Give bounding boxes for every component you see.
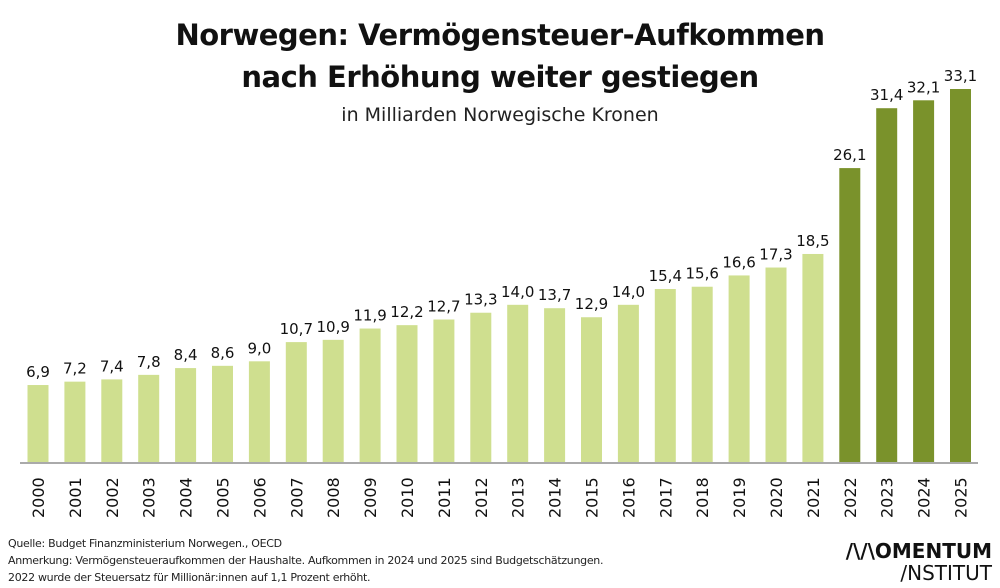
bar-2011	[433, 319, 455, 463]
tick-label-2009: 2009	[361, 477, 380, 518]
tick-label-2007: 2007	[287, 477, 306, 518]
bar-2008	[322, 339, 344, 463]
bar-2010	[396, 325, 418, 463]
data-label-2018: 15,6	[685, 265, 718, 283]
bar-2005	[212, 365, 233, 463]
tick-label-2005: 2005	[214, 477, 233, 518]
data-label-2017: 15,4	[649, 267, 682, 285]
tick-label-2002: 2002	[103, 477, 122, 518]
data-label-2019: 16,6	[722, 253, 755, 271]
data-label-2022: 26,1	[833, 146, 866, 164]
bar-2025	[950, 89, 971, 463]
tick-label-2008: 2008	[324, 477, 343, 518]
chart-title-line2: nach Erhöhung weiter gestiegen	[241, 60, 759, 94]
tick-label-2024: 2024	[915, 477, 934, 518]
data-label-2008: 10,9	[316, 318, 349, 336]
bar-2001	[64, 381, 86, 463]
tick-label-2023: 2023	[878, 477, 897, 518]
tick-label-2000: 2000	[29, 477, 48, 518]
tick-label-2017: 2017	[656, 477, 675, 518]
bar-2024	[913, 100, 935, 463]
bar-2021	[802, 253, 824, 463]
data-label-2007: 10,7	[280, 320, 313, 338]
remark-note-2: 2022 wurde der Steuersatz für Millionär:…	[8, 571, 371, 584]
bar-2017	[654, 288, 676, 463]
data-label-2011: 12,7	[427, 298, 460, 316]
tick-label-2013: 2013	[509, 477, 528, 518]
bar-2018	[691, 286, 713, 463]
data-label-2006: 9,0	[247, 339, 271, 357]
bar-2006	[248, 361, 270, 463]
chart-subtitle: in Milliarden Norwegische Kronen	[341, 104, 659, 126]
tick-label-2022: 2022	[841, 477, 860, 518]
tick-label-2016: 2016	[619, 477, 638, 518]
tick-label-2001: 2001	[66, 477, 85, 518]
data-label-2016: 14,0	[612, 283, 645, 301]
data-label-2010: 12,2	[390, 303, 423, 321]
data-label-2014: 13,7	[538, 286, 571, 304]
data-label-2024: 32,1	[907, 78, 940, 96]
logo-institut: /NSTITUT	[900, 561, 992, 585]
data-label-2015: 12,9	[575, 295, 608, 313]
bar-2020	[765, 267, 787, 463]
data-label-2004: 8,4	[174, 346, 198, 364]
logo-momentum: /\/\OMENTUM	[845, 539, 992, 563]
bar-2022	[839, 168, 861, 463]
bar-2016	[617, 304, 639, 463]
data-label-2003: 7,8	[137, 353, 161, 371]
bar-2009	[359, 328, 381, 463]
data-label-2023: 31,4	[870, 86, 903, 104]
data-label-2021: 18,5	[796, 232, 829, 250]
bar-2019	[728, 275, 750, 463]
tick-label-2020: 2020	[767, 477, 786, 518]
data-label-2005: 8,6	[211, 344, 235, 362]
tick-label-2010: 2010	[398, 477, 417, 518]
bar-2013	[507, 304, 529, 463]
tick-label-2003: 2003	[140, 477, 159, 518]
tick-label-2018: 2018	[693, 477, 712, 518]
data-label-2002: 7,4	[100, 357, 124, 375]
bar-2007	[285, 342, 307, 463]
tick-label-2014: 2014	[546, 477, 565, 518]
data-label-2013: 14,0	[501, 283, 534, 301]
tick-label-2025: 2025	[952, 477, 971, 518]
tick-label-2012: 2012	[472, 477, 491, 518]
tick-label-2006: 2006	[250, 477, 269, 518]
source-note: Quelle: Budget Finanzministerium Norwege…	[8, 537, 282, 550]
bar-2012	[470, 312, 492, 463]
bar-2023	[876, 108, 898, 463]
data-label-2001: 7,2	[63, 360, 87, 378]
bar-2000	[27, 385, 49, 463]
tick-label-2019: 2019	[730, 477, 749, 518]
tick-label-2011: 2011	[435, 477, 454, 518]
tick-label-2021: 2021	[804, 477, 823, 518]
data-label-2000: 6,9	[26, 363, 50, 381]
chart-title-line1: Norwegen: Vermögensteuer-Aufkommen	[175, 18, 825, 52]
bar-2015	[581, 317, 602, 463]
data-label-2025: 33,1	[944, 67, 977, 85]
remark-note: Anmerkung: Vermögensteueraufkommen der H…	[8, 554, 604, 567]
data-label-2009: 11,9	[353, 307, 386, 325]
bar-2002	[101, 379, 123, 463]
tick-label-2004: 2004	[177, 477, 196, 518]
bar-2014	[544, 308, 566, 463]
tick-label-2015: 2015	[583, 477, 602, 518]
bar-2004	[175, 368, 197, 463]
data-label-2012: 13,3	[464, 291, 497, 309]
bar-2003	[138, 374, 160, 463]
data-label-2020: 17,3	[759, 246, 792, 264]
